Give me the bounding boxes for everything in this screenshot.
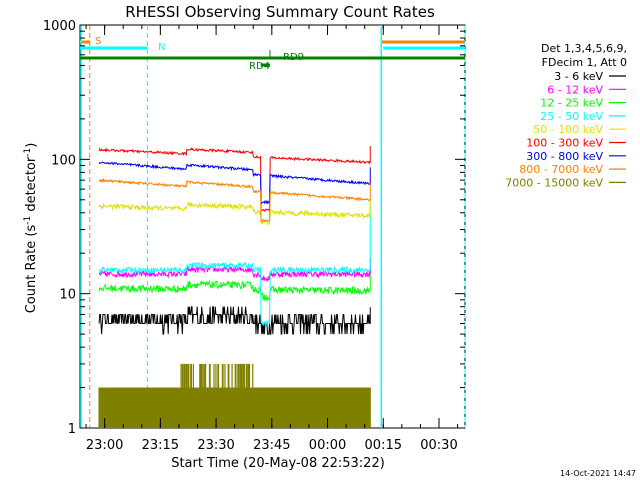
series-300-800-kev	[98, 161, 371, 205]
y-tick-label: 1000	[43, 19, 76, 34]
series-12-25-kev	[98, 279, 371, 302]
series-800-7000-kev	[98, 177, 371, 223]
series-50-100-kev	[98, 201, 371, 226]
x-tick-label: 00:00	[309, 438, 346, 453]
x-tick-label: 00:15	[365, 438, 402, 453]
legend-header-line-1: Det 1,3,4,5,6,9,	[541, 42, 627, 55]
legend-label: 800 - 7000 keV	[519, 163, 603, 176]
series-7000-15000-kev	[98, 363, 371, 428]
series-25-50-kev	[98, 261, 371, 327]
night-label: N	[158, 42, 165, 53]
chart-title: RHESSI Observing Summary Count Rates	[125, 3, 435, 21]
legend-label: 3 - 6 keV	[554, 70, 603, 83]
legend-label: 50 - 100 keV	[533, 123, 603, 136]
x-tick-label: 23:45	[253, 438, 290, 453]
series-3-6-kev	[98, 306, 371, 335]
x-tick-label: 23:30	[197, 438, 234, 453]
plot-frame	[79, 24, 466, 429]
x-tick-label: 23:15	[142, 438, 179, 453]
rd4-label: RD4	[249, 61, 270, 72]
x-axis-label: Start Time (20-May-08 22:53:22)	[171, 456, 385, 471]
y-axis: 1 10 100 1000	[43, 19, 465, 437]
y-axis-label: Count Rate (s-1 detector-1)	[23, 143, 39, 314]
y-tick-label: 10	[59, 288, 76, 303]
saa-label: S	[95, 36, 101, 47]
x-tick-label: 00:30	[420, 438, 457, 453]
annotation-bands	[80, 25, 466, 428]
rd9-label: RD9	[283, 52, 304, 63]
legend-label: 7000 - 15000 keV	[505, 176, 603, 189]
legend-header-line-2: FDecim 1, Att 0	[542, 56, 627, 69]
x-tick-label: 23:00	[86, 438, 123, 453]
legend-label: 6 - 12 keV	[547, 83, 603, 96]
legend-label: 300 - 800 keV	[526, 150, 603, 163]
y-tick-label: 1	[68, 422, 76, 437]
legend-label: 12 - 25 keV	[540, 97, 603, 110]
x-axis: 23:00 23:15 23:30 23:45 00:00 00:15 00:30	[85, 25, 459, 453]
series-group	[98, 146, 371, 428]
legend-label: 25 - 50 keV	[540, 110, 603, 123]
y-tick-label: 100	[51, 153, 76, 168]
legend: Det 1,3,4,5,6,9, FDecim 1, Att 0 3 - 6 k…	[505, 42, 627, 189]
series-100-300-kev	[98, 147, 371, 212]
legend-label: 100 - 300 keV	[526, 137, 603, 150]
timestamp: 14-Oct-2021 14:47	[560, 469, 636, 478]
